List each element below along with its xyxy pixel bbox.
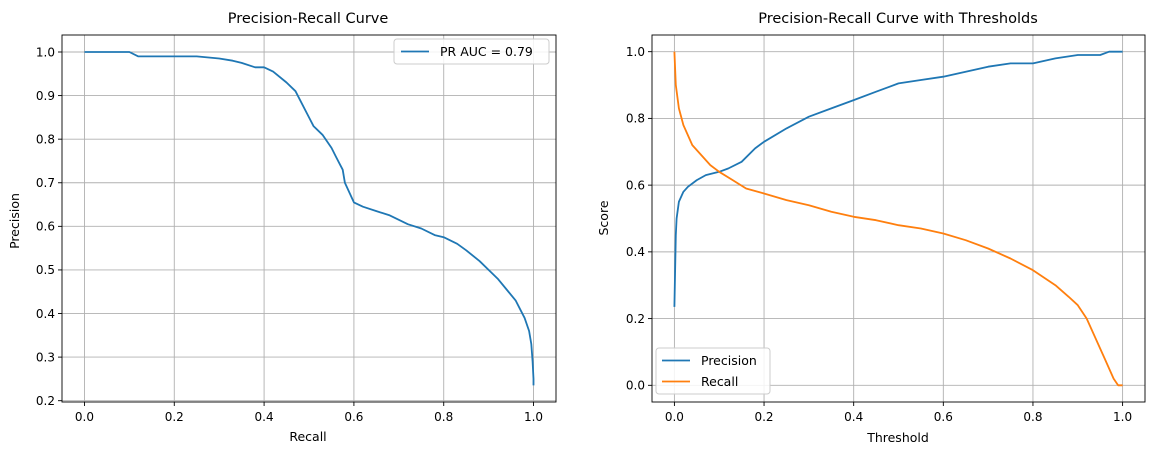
y-tick-label: 0.6 xyxy=(36,220,55,234)
y-tick-label: 0.9 xyxy=(36,89,55,103)
legend-label-precision: Precision xyxy=(701,353,757,368)
legend-box xyxy=(393,38,550,65)
x-axis-label: Threshold xyxy=(866,430,929,445)
y-tick-label: 0.4 xyxy=(626,245,645,259)
y-tick-label: 0.4 xyxy=(36,307,55,321)
legend-label-pr-auc: PR AUC = 0.79 xyxy=(440,44,533,59)
x-tick-label: 1.0 xyxy=(524,410,543,424)
threshold-curve-chart: Precision-Recall Curve with Thresholds 0… xyxy=(596,11,1146,445)
x-tick-label: 0.8 xyxy=(434,410,453,424)
y-tick-label: 1.0 xyxy=(36,45,55,59)
x-tick-label: 0.0 xyxy=(665,410,684,424)
x-axis-label: Recall xyxy=(289,429,326,444)
axes-frame xyxy=(61,34,557,403)
y-tick-label: 0.2 xyxy=(36,394,55,408)
series-line-precision xyxy=(673,50,1123,307)
chart-title: Precision-Recall Curve xyxy=(228,11,389,27)
pr-curve-chart: Precision-Recall Curve 0.0 0.2 0.4 0.6 0.8 1.… xyxy=(7,11,557,444)
y-axis-label: Precision xyxy=(7,193,22,249)
y-tick-label: 0.0 xyxy=(626,379,645,393)
y-tick-label: 0.6 xyxy=(626,178,645,192)
y-tick-label: 1.0 xyxy=(626,45,645,59)
x-tick-label: 0.6 xyxy=(344,410,363,424)
legend: Precision Recall xyxy=(655,347,771,395)
legend: PR AUC = 0.79 xyxy=(393,38,550,65)
series-line-recall xyxy=(673,51,1123,387)
y-axis-label: Score xyxy=(596,200,611,235)
y-tick-label: 0.8 xyxy=(626,112,645,126)
chart-title: Precision-Recall Curve with Thresholds xyxy=(758,11,1038,27)
y-tick-label: 0.2 xyxy=(626,312,645,326)
y-tick-label: 0.7 xyxy=(36,176,55,190)
x-tick-label: 0.6 xyxy=(934,410,953,424)
x-tick-label: 0.2 xyxy=(165,410,184,424)
x-tick-label: 0.0 xyxy=(75,410,94,424)
y-tick-label: 0.5 xyxy=(36,263,55,277)
series-line-pr-auc-0-79 xyxy=(84,51,535,386)
y-tick-label: 0.3 xyxy=(36,350,55,364)
legend-label-recall: Recall xyxy=(701,374,738,389)
x-tick-label: 0.4 xyxy=(844,410,863,424)
x-tick-label: 0.8 xyxy=(1023,410,1042,424)
x-tick-label: 0.4 xyxy=(255,410,274,424)
x-tick-label: 1.0 xyxy=(1113,410,1132,424)
legend-box xyxy=(655,347,771,395)
y-tick-label: 0.8 xyxy=(36,132,55,146)
axes-frame xyxy=(651,34,1146,403)
x-tick-label: 0.2 xyxy=(754,410,773,424)
